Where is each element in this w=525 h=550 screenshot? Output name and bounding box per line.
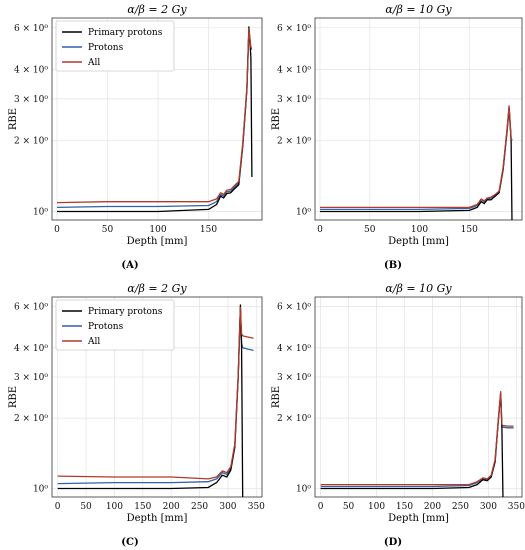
y-tick-label: 10⁰ bbox=[296, 207, 311, 217]
series-line-all bbox=[56, 27, 253, 204]
x-tick-label: 0 bbox=[55, 502, 61, 512]
x-tick-label: 150 bbox=[134, 502, 151, 512]
legend-box bbox=[55, 299, 175, 351]
x-tick-label: 150 bbox=[396, 502, 413, 512]
x-tick-label: 50 bbox=[364, 225, 376, 235]
panel-3: 0 50 100 150 200 250 300 350 10⁰ 2 × 10⁰ 3 × 10⁰ 4 … bbox=[8, 282, 265, 548]
x-tick-label: 150 bbox=[461, 225, 478, 235]
plot-frame bbox=[314, 296, 523, 498]
series-line-all bbox=[57, 306, 254, 480]
series-line-protons bbox=[320, 392, 514, 488]
panel-title: α/β = 2 Gy bbox=[127, 282, 187, 295]
x-tick-label: 200 bbox=[163, 502, 180, 512]
x-tick-label: 350 bbox=[508, 502, 525, 512]
x-axis-label: Depth [mm] bbox=[127, 236, 188, 247]
legend-entry: Protons bbox=[88, 322, 124, 332]
x-tick-label: 150 bbox=[200, 225, 217, 235]
legend-entry: Primary protons bbox=[88, 28, 163, 38]
y-tick-label: 6 × 10⁰ bbox=[277, 24, 311, 34]
panel-caption: (B) bbox=[384, 260, 402, 271]
x-tick-label: 100 bbox=[106, 502, 123, 512]
x-axis-label: Depth [mm] bbox=[388, 513, 449, 524]
panel-2: 0 50 100 150 10⁰ 2 × 10⁰ 3 × 10⁰ 4 × 10⁰ 6 × 10⁰… bbox=[271, 3, 523, 271]
panel-title: α/β = 2 Gy bbox=[127, 3, 187, 16]
panel-caption: (D) bbox=[384, 537, 402, 548]
y-axis-label: RBE bbox=[271, 108, 282, 130]
x-tick-label: 200 bbox=[424, 502, 441, 512]
y-tick-label: 6 × 10⁰ bbox=[14, 24, 48, 34]
y-tick-label: 10⁰ bbox=[33, 207, 48, 217]
series-line-primary-protons bbox=[57, 304, 244, 497]
plot-frame bbox=[314, 17, 523, 221]
y-tick-label: 3 × 10⁰ bbox=[277, 95, 311, 105]
panel-caption: (A) bbox=[121, 260, 138, 271]
x-tick-label: 100 bbox=[368, 502, 385, 512]
series-group bbox=[320, 390, 514, 497]
y-tick-label: 2 × 10⁰ bbox=[277, 136, 311, 146]
panel-1: 0 50 100 150 10⁰ 2 × 10⁰ 3 × 10⁰ 4 × 10⁰ 6 × 10⁰… bbox=[8, 3, 263, 271]
series-group bbox=[57, 304, 254, 497]
series-group bbox=[320, 105, 513, 220]
series-line-protons bbox=[320, 107, 513, 211]
panel-title: α/β = 10 Gy bbox=[385, 282, 452, 295]
legend-entry: All bbox=[87, 337, 100, 347]
x-tick-label: 350 bbox=[248, 502, 265, 512]
y-tick-label: 3 × 10⁰ bbox=[14, 373, 48, 383]
x-axis-label: Depth [mm] bbox=[388, 236, 449, 247]
y-tick-label: 4 × 10⁰ bbox=[14, 344, 48, 354]
y-tick-label: 10⁰ bbox=[296, 485, 311, 495]
y-axis-label: RBE bbox=[8, 108, 19, 130]
y-tick-label: 6 × 10⁰ bbox=[14, 303, 48, 313]
x-tick-label: 250 bbox=[452, 502, 469, 512]
y-tick-label: 4 × 10⁰ bbox=[14, 65, 48, 75]
x-tick-label: 250 bbox=[191, 502, 208, 512]
legend: Primary protons Protons All bbox=[55, 20, 175, 72]
x-tick-label: 100 bbox=[149, 225, 166, 235]
x-tick-label: 0 bbox=[318, 502, 324, 512]
x-axis-label: Depth [mm] bbox=[127, 513, 188, 524]
legend-box bbox=[55, 20, 175, 72]
y-tick-label: 3 × 10⁰ bbox=[14, 95, 48, 105]
x-tick-label: 300 bbox=[219, 502, 236, 512]
y-tick-label: 4 × 10⁰ bbox=[277, 344, 311, 354]
x-tick-label: 300 bbox=[480, 502, 497, 512]
legend-entry: Protons bbox=[88, 43, 124, 53]
series-line-all bbox=[320, 105, 513, 209]
x-tick-label: 50 bbox=[80, 502, 92, 512]
legend-entry: Primary protons bbox=[88, 307, 163, 317]
panel-4: 0 50 100 150 200 250 300 350 10⁰ 2 × 10⁰ 3 × 10⁰ 4 … bbox=[271, 282, 525, 548]
y-axis-label: RBE bbox=[8, 386, 19, 408]
y-tick-label: 10⁰ bbox=[33, 485, 48, 495]
panel-title: α/β = 10 Gy bbox=[385, 3, 452, 16]
x-tick-label: 50 bbox=[343, 502, 355, 512]
y-tick-label: 3 × 10⁰ bbox=[277, 373, 311, 383]
y-axis-label: RBE bbox=[271, 386, 282, 408]
x-tick-label: 0 bbox=[317, 225, 323, 235]
series-line-all bbox=[320, 390, 514, 486]
series-line-primary-protons bbox=[320, 107, 513, 220]
plot-frame bbox=[51, 17, 263, 221]
x-tick-label: 0 bbox=[54, 225, 60, 235]
legend-entry: All bbox=[87, 58, 100, 68]
series-group bbox=[56, 26, 253, 213]
x-tick-label: 50 bbox=[102, 225, 114, 235]
y-tick-label: 4 × 10⁰ bbox=[277, 65, 311, 75]
panel-caption: (C) bbox=[121, 537, 138, 548]
y-tick-label: 2 × 10⁰ bbox=[277, 414, 311, 424]
x-tick-label: 100 bbox=[411, 225, 428, 235]
y-tick-label: 2 × 10⁰ bbox=[14, 136, 48, 146]
plot-frame bbox=[51, 296, 263, 498]
y-tick-label: 2 × 10⁰ bbox=[14, 414, 48, 424]
y-tick-label: 6 × 10⁰ bbox=[277, 303, 311, 313]
legend: Primary protons Protons All bbox=[55, 299, 175, 351]
